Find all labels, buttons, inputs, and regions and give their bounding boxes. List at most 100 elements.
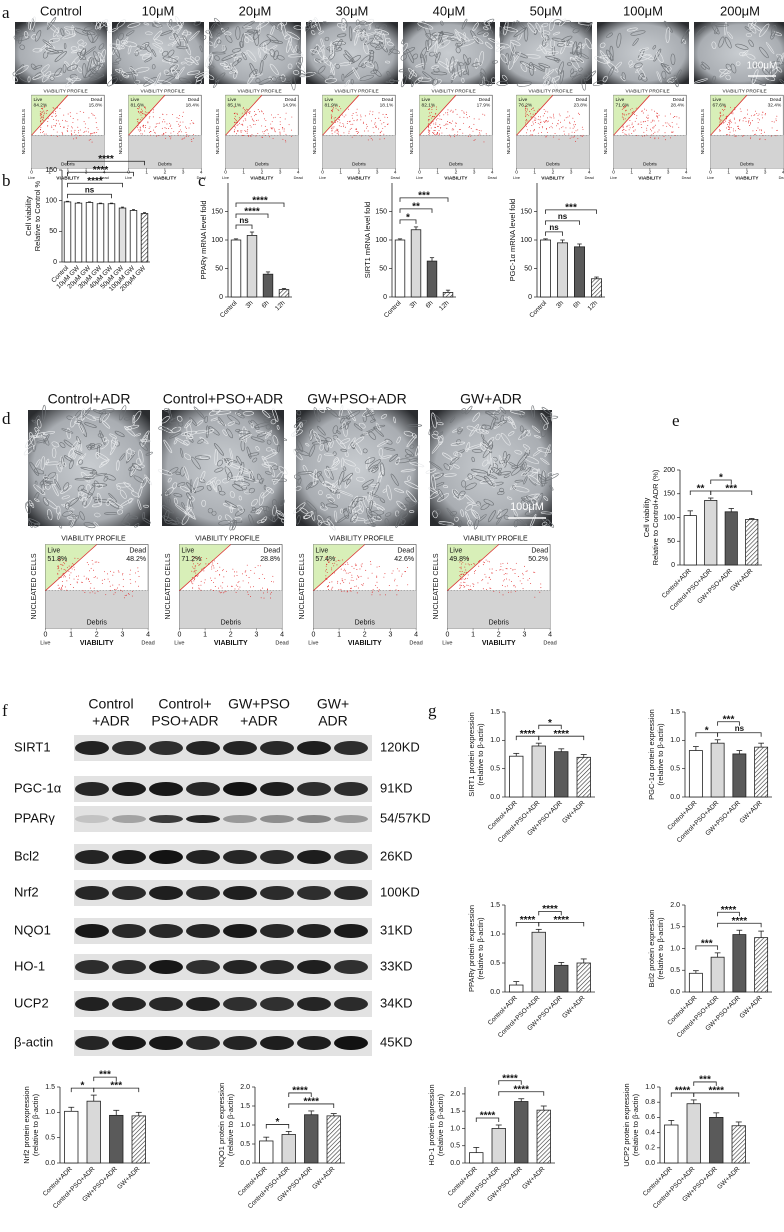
cell	[238, 495, 242, 501]
cell	[748, 23, 757, 34]
event-dot	[740, 110, 742, 112]
debris-region	[710, 135, 784, 168]
event-dot	[178, 125, 180, 127]
event-dot	[263, 592, 264, 594]
event-dot	[670, 125, 672, 127]
bar	[576, 962, 591, 993]
y-tick-label: 150	[45, 167, 57, 174]
cell	[280, 437, 288, 441]
y-tick-label: 1.0	[490, 737, 500, 744]
cell	[311, 46, 319, 56]
bar	[732, 753, 747, 798]
event-dot	[346, 123, 348, 125]
event-dot	[729, 121, 731, 123]
cell	[369, 468, 375, 473]
cell	[178, 421, 184, 427]
event-dot	[382, 127, 384, 129]
event-dot	[113, 593, 115, 595]
event-dot	[565, 127, 567, 129]
cell	[209, 480, 218, 493]
event-dot	[375, 584, 377, 586]
event-dot	[59, 560, 61, 562]
event-dot	[622, 129, 624, 131]
event-dot	[340, 566, 341, 568]
x-tick-label: Control	[219, 299, 239, 319]
event-dot	[139, 112, 141, 114]
cell	[314, 17, 321, 31]
event-dot	[524, 108, 526, 110]
cell	[504, 453, 511, 464]
cell	[136, 458, 142, 466]
cell	[400, 74, 407, 88]
event-dot	[270, 593, 272, 595]
cell	[265, 447, 273, 452]
profile-tick-label: 1	[727, 170, 730, 176]
group-label: GW+	[317, 696, 349, 712]
event-dot	[139, 121, 141, 123]
event-dot	[254, 566, 256, 568]
bar	[710, 956, 725, 993]
event-dot	[237, 582, 239, 584]
event-dot	[392, 570, 394, 572]
event-dot	[325, 570, 327, 572]
event-dot	[149, 112, 151, 114]
profile-tick-label: 2	[358, 170, 361, 176]
event-dot	[723, 110, 725, 112]
event-dot	[144, 106, 146, 108]
cell	[43, 476, 50, 481]
event-dot	[521, 583, 523, 585]
event-dot	[245, 574, 247, 576]
cell	[319, 58, 329, 64]
y-tick-label: 2.0	[450, 1091, 460, 1098]
cell	[123, 481, 134, 492]
event-dot	[339, 106, 340, 107]
y-tick-label: 1.0	[670, 737, 680, 744]
event-dot	[168, 128, 170, 130]
event-dot	[338, 116, 340, 118]
event-dot	[69, 567, 71, 569]
cell	[39, 41, 52, 52]
cell	[337, 415, 348, 419]
cell	[62, 33, 77, 40]
event-dot	[500, 566, 502, 567]
event-dot	[467, 574, 469, 576]
event-dot	[525, 125, 527, 127]
significance-bracket	[475, 1117, 500, 1122]
gate-line	[516, 94, 554, 136]
cell	[575, 56, 585, 63]
event-dot	[63, 576, 65, 578]
event-dot	[649, 136, 651, 138]
event-dot	[449, 121, 451, 123]
event-dot	[552, 115, 554, 117]
cell	[431, 474, 436, 490]
event-dot	[663, 135, 665, 137]
cell	[383, 447, 396, 451]
cell	[204, 415, 208, 424]
event-dot	[57, 566, 59, 568]
cell	[355, 467, 361, 474]
event-dot	[233, 575, 235, 577]
cell	[172, 482, 178, 489]
event-dot	[534, 117, 536, 119]
cell	[724, 36, 732, 49]
event-dot	[242, 124, 244, 126]
cell	[389, 78, 395, 84]
y-axis-label: NQO1 protein expression	[217, 1083, 226, 1168]
blot-band	[334, 997, 368, 1011]
event-dot	[250, 135, 252, 137]
event-dot	[73, 563, 75, 565]
event-dot	[134, 581, 136, 583]
cell	[523, 455, 540, 464]
event-dot	[427, 125, 429, 127]
viability-profile: VIABILITY PROFILELive85.1%Dead14.9%Debri…	[215, 89, 303, 182]
event-dot	[563, 130, 565, 132]
y-tick-label: 0.0	[450, 1160, 460, 1167]
event-dot	[460, 573, 462, 575]
event-dot	[559, 115, 561, 117]
cell	[452, 489, 460, 498]
cell	[406, 434, 417, 448]
event-dot	[235, 133, 237, 135]
significance-bracket	[399, 197, 449, 202]
cell	[124, 417, 130, 421]
event-dot	[118, 584, 120, 586]
